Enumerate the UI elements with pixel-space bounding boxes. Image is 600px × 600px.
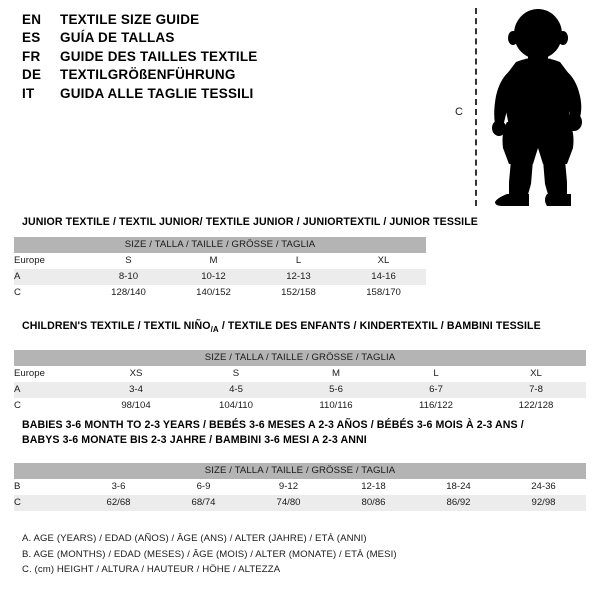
table-header-row: SIZE / TALLA / TAILLE / GRÖSSE / TAGLIA	[14, 237, 427, 253]
legend-item-c: C. (cm) HEIGHT / ALTURA / HAUTEUR / HÖHE…	[22, 564, 281, 575]
heading-text-sub: /A	[210, 325, 219, 335]
cell: 8-10	[86, 269, 171, 285]
babies-size-table: SIZE / TALLA / TAILLE / GRÖSSE / TAGLIA …	[14, 463, 586, 511]
heading-text-pre: CHILDREN'S TEXTILE / TEXTIL NIÑO	[22, 320, 211, 332]
babies-table-header-label: SIZE / TALLA / TAILLE / GRÖSSE / TAGLIA	[14, 463, 586, 479]
table-row: Europe S M L XL	[14, 253, 427, 269]
table-row: C 98/104 104/110 110/116 116/122 122/128	[14, 398, 587, 414]
language-title-en: TEXTILE SIZE GUIDE	[60, 12, 200, 27]
row-label: C	[14, 398, 86, 414]
cell: 86/92	[416, 495, 501, 511]
table-row: C 128/140 140/152 152/158 158/170	[14, 285, 427, 301]
cell: 116/122	[386, 398, 486, 414]
cell: 9-12	[246, 479, 331, 495]
heading-text-post: / TEXTILE DES ENFANTS / KINDERTEXTIL / B…	[218, 320, 541, 332]
height-measure-label: C	[455, 106, 463, 118]
cell: 140/152	[171, 285, 256, 301]
cell: 7-8	[486, 382, 587, 398]
legend-item-a: A. AGE (YEARS) / EDAD (AÑOS) / ÂGE (ANS)…	[22, 533, 367, 544]
cell: 3-4	[86, 382, 186, 398]
children-size-table: SIZE / TALLA / TAILLE / GRÖSSE / TAGLIA …	[14, 350, 587, 414]
cell: 80/86	[331, 495, 416, 511]
cell: 18-24	[416, 479, 501, 495]
cell: 14-16	[341, 269, 427, 285]
table-header-row: SIZE / TALLA / TAILLE / GRÖSSE / TAGLIA	[14, 350, 587, 366]
cell: XL	[486, 366, 587, 382]
cell: 158/170	[341, 285, 427, 301]
section-heading-junior: JUNIOR TEXTILE / TEXTIL JUNIOR/ TEXTILE …	[22, 216, 478, 228]
table-row: A 3-4 4-5 5-6 6-7 7-8	[14, 382, 587, 398]
cell: 5-6	[286, 382, 386, 398]
language-title-it: GUIDA ALLE TAGLIE TESSILI	[60, 85, 254, 101]
toddler-silhouette-icon	[492, 9, 582, 206]
row-label: B	[14, 479, 76, 495]
cell: 24-36	[501, 479, 586, 495]
language-code-en: EN	[22, 12, 42, 27]
language-title-block: EN TEXTILE SIZE GUIDE ES GUÍA DE TALLAS …	[22, 12, 442, 104]
legend-block: A. AGE (YEARS) / EDAD (AÑOS) / ÂGE (ANS)…	[22, 531, 397, 578]
cell: 12-18	[331, 479, 416, 495]
section-heading-babies-line2: BABYS 3-6 MONATE BIS 2-3 JAHRE / BAMBINI…	[22, 434, 367, 446]
row-label: Europe	[14, 366, 86, 382]
cell: 110/116	[286, 398, 386, 414]
language-code-es: ES	[22, 30, 41, 46]
cell: XL	[341, 253, 427, 269]
table-row: A 8-10 10-12 12-13 14-16	[14, 269, 427, 285]
cell: M	[286, 366, 386, 382]
cell: 74/80	[246, 495, 331, 511]
height-guide-line-icon	[475, 8, 477, 206]
table-header-row: SIZE / TALLA / TAILLE / GRÖSSE / TAGLIA	[14, 463, 586, 479]
row-label: A	[14, 382, 86, 398]
cell: 12-13	[256, 269, 341, 285]
table-row: C 62/68 68/74 74/80 80/86 86/92 92/98	[14, 495, 586, 511]
row-label: Europe	[14, 253, 86, 269]
language-code-de: DE	[22, 67, 42, 83]
cell: 104/110	[186, 398, 286, 414]
language-code-it: IT	[22, 85, 35, 101]
cell: M	[171, 253, 256, 269]
height-illustration: C	[445, 0, 600, 212]
row-label: C	[14, 285, 86, 301]
language-row-de: DE TEXTILGRÖßENFÜHRUNG	[22, 67, 442, 85]
cell: 122/128	[486, 398, 587, 414]
cell: L	[256, 253, 341, 269]
cell: 10-12	[171, 269, 256, 285]
junior-size-table: SIZE / TALLA / TAILLE / GRÖSSE / TAGLIA …	[14, 237, 427, 301]
cell: 92/98	[501, 495, 586, 511]
cell: L	[386, 366, 486, 382]
table-row: Europe XS S M L XL	[14, 366, 587, 382]
language-title-fr: GUIDE DES TAILLES TEXTILE	[60, 48, 258, 64]
legend-item-b: B. AGE (MONTHS) / EDAD (MESES) / ÂGE (MO…	[22, 548, 397, 560]
cell: 4-5	[186, 382, 286, 398]
cell: 152/158	[256, 285, 341, 301]
cell: 6-9	[161, 479, 246, 495]
section-heading-babies-line1: BABIES 3-6 MONTH TO 2-3 YEARS / BEBÉS 3-…	[22, 419, 524, 431]
language-row-it: IT GUIDA ALLE TAGLIE TESSILI	[22, 86, 442, 104]
cell: XS	[86, 366, 186, 382]
cell: S	[86, 253, 171, 269]
cell: 62/68	[76, 495, 161, 511]
language-code-fr: FR	[22, 48, 41, 64]
language-row-en: EN TEXTILE SIZE GUIDE	[22, 12, 442, 30]
children-table-header-label: SIZE / TALLA / TAILLE / GRÖSSE / TAGLIA	[14, 350, 587, 366]
language-row-es: ES GUÍA DE TALLAS	[22, 30, 442, 48]
table-row: B 3-6 6-9 9-12 12-18 18-24 24-36	[14, 479, 586, 495]
cell: 128/140	[86, 285, 171, 301]
language-title-es: GUÍA DE TALLAS	[60, 30, 175, 46]
cell: 6-7	[386, 382, 486, 398]
cell: 98/104	[86, 398, 186, 414]
junior-table-header-label: SIZE / TALLA / TAILLE / GRÖSSE / TAGLIA	[14, 237, 427, 253]
row-label: A	[14, 269, 86, 285]
section-heading-children: CHILDREN'S TEXTILE / TEXTIL NIÑO/A / TEX…	[22, 320, 541, 334]
language-row-fr: FR GUIDE DES TAILLES TEXTILE	[22, 49, 442, 67]
cell: S	[186, 366, 286, 382]
language-title-de: TEXTILGRÖßENFÜHRUNG	[60, 67, 236, 83]
cell: 68/74	[161, 495, 246, 511]
cell: 3-6	[76, 479, 161, 495]
row-label: C	[14, 495, 76, 511]
